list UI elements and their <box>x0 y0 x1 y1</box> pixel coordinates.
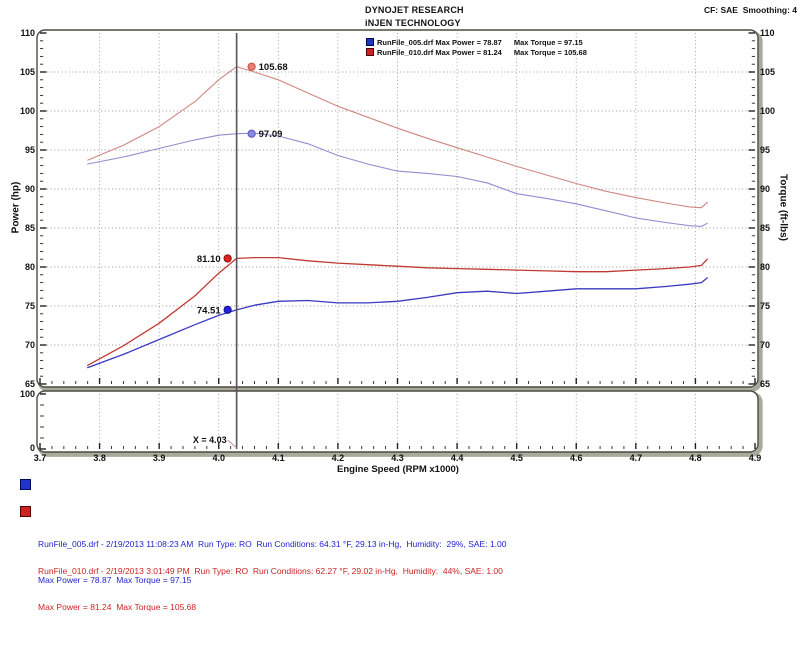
run005-max-values: Max Power = 78.87 Max Torque = 97.15 <box>38 575 192 585</box>
run010-swatch-icon <box>20 506 31 517</box>
x-tick-label: 4.5 <box>510 453 523 463</box>
main-plot-frame <box>36 29 759 388</box>
power-tick-label: 110 <box>20 28 35 38</box>
cursor-x-pointer <box>227 439 237 449</box>
legend-max-torque: Max Torque = 105.68 <box>513 47 587 57</box>
x-tick-label: 4.0 <box>212 453 225 463</box>
torque-tick-label: 85 <box>760 223 770 233</box>
x-tick-label: 4.9 <box>749 453 762 463</box>
power-tick-label: 80 <box>25 262 35 272</box>
panel2-tick-label: 0 <box>30 443 35 453</box>
legend-file-label: RunFile_010.drf <box>377 47 434 57</box>
torque-axis-title: Torque (ft-lbs) <box>777 173 789 242</box>
x-tick-label: 4.2 <box>332 453 345 463</box>
x-tick-label: 4.7 <box>630 453 643 463</box>
power-tick-label: 90 <box>25 184 35 194</box>
cursor-value-label: 74.51 <box>197 305 221 316</box>
x-tick-label: 4.1 <box>272 453 285 463</box>
power-tick-label: 95 <box>25 145 35 155</box>
torque-tick-label: 90 <box>760 184 770 194</box>
correction-smoothing-info: CF: SAE Smoothing: 4 <box>703 5 797 15</box>
cursor-value-label: 105.68 <box>259 62 288 73</box>
x-tick-label: 4.6 <box>570 453 583 463</box>
run010-conditions: RunFile_010.drf - 2/19/2013 3:01:49 PM R… <box>38 566 503 576</box>
shop-title: iNJEN TECHNOLOGY <box>365 18 461 28</box>
report-header: DYNOJET RESEARCH iNJEN TECHNOLOGY <box>365 4 464 30</box>
secondary-plot-frame <box>36 390 759 453</box>
cursor-marker-torque_005 <box>247 129 256 138</box>
cursor-value-label: 81.10 <box>197 254 221 265</box>
torque-tick-label: 105 <box>760 67 775 77</box>
legend-max-power: Max Power = 78.87 <box>435 37 502 47</box>
torque-tick-label: 80 <box>760 262 770 272</box>
power-tick-label: 105 <box>20 67 35 77</box>
legend: RunFile_005.drf Max Power = 78.87 Max To… <box>366 37 587 57</box>
power-tick-label: 85 <box>25 223 35 233</box>
curve-power_005 <box>87 277 708 369</box>
dyno-title: DYNOJET RESEARCH <box>365 5 464 15</box>
x-tick-label: 3.9 <box>153 453 166 463</box>
power-axis-title: Power (hp) <box>10 181 22 234</box>
x-axis-title: Engine Speed (RPM x1000) <box>337 464 459 475</box>
legend-row-run010: RunFile_010.drf Max Power = 81.24 Max To… <box>366 47 587 57</box>
x-tick-label: 3.7 <box>34 453 47 463</box>
power-tick-label: 100 <box>20 106 35 116</box>
curve-power_010 <box>87 256 708 366</box>
run005-conditions: RunFile_005.drf - 2/19/2013 11:08:23 AM … <box>38 539 507 549</box>
dyno-report-page: { "header": { "line1": "DYNOJET RESEARCH… <box>10 4 797 622</box>
x-tick-label: 4.4 <box>451 453 464 463</box>
cursor-marker-power_010 <box>223 254 232 263</box>
cursor-x-readout: X = 4.03 <box>193 435 227 445</box>
torque-tick-label: 100 <box>760 106 775 116</box>
run005-swatch-icon <box>20 479 31 490</box>
x-tick-label: 3.8 <box>93 453 106 463</box>
run010-max-values: Max Power = 81.24 Max Torque = 105.68 <box>38 602 197 612</box>
legend-max-power: Max Power = 81.24 <box>435 47 502 57</box>
legend-row-run005: RunFile_005.drf Max Power = 78.87 Max To… <box>366 37 587 47</box>
run-info-run010: RunFile_010.drf - 2/19/2013 3:01:49 PM R… <box>20 505 503 649</box>
power-tick-label: 65 <box>25 379 35 389</box>
legend-swatch-red-icon <box>366 48 374 56</box>
curve-torque_010 <box>87 66 708 209</box>
torque-tick-label: 70 <box>760 340 770 350</box>
cursor-marker-torque_010 <box>247 62 256 71</box>
panel2-tick-label: 100 <box>20 389 35 399</box>
x-tick-label: 4.3 <box>391 453 404 463</box>
power-tick-label: 70 <box>25 340 35 350</box>
cursor-value-label: 97.09 <box>259 129 283 140</box>
dyno-chart-canvas: 65 65 70 70 75 75 80 80 85 85 90 90 95 95 100 100 105 105… <box>20 28 775 463</box>
run-info-run005: RunFile_005.drf - 2/19/2013 11:08:23 AM … <box>20 478 507 622</box>
legend-file-label: RunFile_005.drf <box>377 37 434 47</box>
legend-max-torque: Max Torque = 97.15 <box>513 37 583 47</box>
x-tick-label: 4.8 <box>689 453 702 463</box>
torque-tick-label: 110 <box>760 28 775 38</box>
legend-swatch-blue-icon <box>366 38 374 46</box>
torque-tick-label: 75 <box>760 301 770 311</box>
torque-tick-label: 65 <box>760 379 770 389</box>
power-tick-label: 75 <box>25 301 35 311</box>
cursor-marker-power_005 <box>223 305 232 314</box>
curve-torque_005 <box>87 132 708 227</box>
torque-tick-label: 95 <box>760 145 770 155</box>
